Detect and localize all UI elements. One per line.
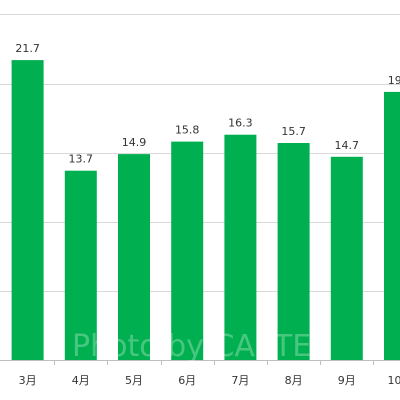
bar-3 — [118, 154, 150, 360]
x-tick-label: 7月 — [231, 374, 249, 387]
x-tick-label: 6月 — [178, 374, 196, 387]
bar-value-label: 15.7 — [281, 125, 306, 138]
x-tick-label: 10月 — [388, 374, 400, 387]
watermark-text: Photo by CASTEL — [72, 329, 328, 364]
bar-7 — [330, 156, 363, 360]
bar-value-label: 16.3 — [228, 117, 253, 130]
bar-value-label: 15.8 — [175, 124, 200, 137]
bar-value-label: 14.9 — [122, 136, 147, 149]
x-axis-tick-labels: 3月 4月 5月 6月 7月 8月 9月 10月 — [19, 360, 400, 387]
x-tick-label: 3月 — [19, 374, 37, 387]
bar-2 — [64, 170, 97, 360]
bar-value-label: 14.7 — [335, 139, 360, 152]
bar-1 — [11, 60, 44, 360]
bar-value-label: 19.4 — [388, 74, 400, 87]
x-tick-label: 8月 — [285, 374, 303, 387]
bar-6 — [277, 143, 310, 360]
bar-value-label: 13.7 — [69, 153, 94, 166]
data-labels: 21.7 13.7 14.9 15.8 16.3 15.7 14.7 19.4 — [15, 42, 400, 166]
bar-4 — [171, 141, 204, 360]
bar-value-label: 21.7 — [15, 42, 40, 55]
bar-8 — [384, 91, 400, 361]
bar-5 — [224, 134, 257, 360]
x-tick-label: 5月 — [125, 374, 143, 387]
x-tick-label: 4月 — [72, 374, 90, 387]
x-tick-label: 9月 — [338, 374, 356, 387]
bars — [11, 60, 400, 361]
